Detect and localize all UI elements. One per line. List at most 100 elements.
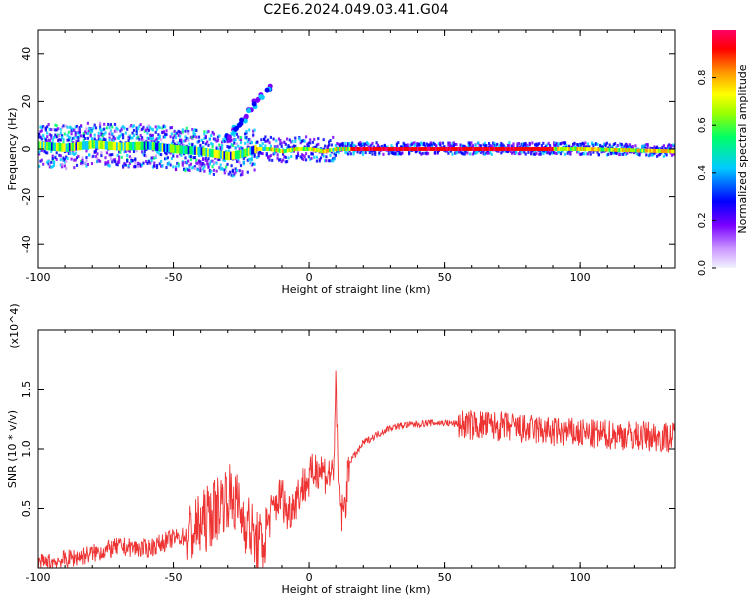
heatmap-cell xyxy=(225,151,228,160)
heatmap-cell xyxy=(191,166,194,170)
heatmap-cell xyxy=(337,147,340,151)
heatmap-cell xyxy=(490,152,493,156)
heatmap-cell xyxy=(99,137,102,141)
heatmap-cell xyxy=(223,136,226,140)
heatmap-cell xyxy=(441,141,445,145)
heatmap-cell xyxy=(374,152,377,156)
heatmap-cell xyxy=(455,151,458,155)
heatmap-cell xyxy=(212,149,215,158)
heatmap-cell xyxy=(619,152,622,156)
heatmap-cell xyxy=(602,147,605,152)
heatmap-cell xyxy=(96,152,99,156)
heatmap-cell xyxy=(661,145,664,149)
heatmap-cell xyxy=(151,165,154,169)
heatmap-cell xyxy=(420,147,423,151)
heatmap-cell xyxy=(422,141,426,145)
heatmap-cell xyxy=(225,165,228,169)
heatmap-cell xyxy=(237,135,240,139)
heatmap-cell xyxy=(673,149,675,154)
heatmap-cell xyxy=(219,167,222,171)
x-tick-label: 50 xyxy=(438,271,452,284)
heatmap-cell xyxy=(161,130,164,134)
heatmap-cell xyxy=(307,155,310,159)
heatmap-cell xyxy=(608,143,611,147)
heatmap-cell xyxy=(128,161,131,165)
heatmap-cell xyxy=(589,152,592,156)
heatmap-cell xyxy=(448,149,451,153)
heatmap-cell xyxy=(267,147,270,151)
heatmap-cell xyxy=(74,125,77,129)
heatmap-cell xyxy=(177,162,180,166)
heatmap-cell xyxy=(341,145,344,149)
heatmap-cell xyxy=(226,145,229,148)
heatmap-cell xyxy=(614,142,617,146)
heatmap-cell xyxy=(118,155,121,159)
heatmap-cell xyxy=(294,139,297,143)
heatmap-cell xyxy=(253,153,256,157)
heatmap-cell xyxy=(88,126,91,130)
heatmap-cell xyxy=(519,152,522,156)
heatmap-cell xyxy=(544,144,548,148)
heatmap-cell xyxy=(546,143,549,147)
heatmap-cell xyxy=(283,155,286,159)
heatmap-cell xyxy=(439,141,442,145)
heatmap-cell xyxy=(197,146,200,156)
heatmap-cell xyxy=(624,142,628,146)
heatmap-cell xyxy=(123,126,126,130)
heatmap-cell xyxy=(358,147,361,151)
heatmap-cell xyxy=(93,150,96,154)
heatmap-cell xyxy=(111,132,114,136)
heatmap-cell xyxy=(514,147,517,151)
heatmap-cell xyxy=(511,151,514,155)
heatmap-cell xyxy=(187,168,190,172)
heatmap-cell xyxy=(398,152,401,155)
heatmap-cell xyxy=(223,151,226,160)
heatmap-cell xyxy=(112,158,115,162)
heatmap-cell xyxy=(65,143,68,152)
heatmap-cell xyxy=(482,147,485,151)
heatmap-cell xyxy=(77,154,80,158)
heatmap-cell xyxy=(469,143,472,147)
heatmap-cell xyxy=(199,169,202,173)
heatmap-cell xyxy=(203,137,206,141)
heatmap-cell xyxy=(286,137,289,141)
heatmap-cell xyxy=(345,151,348,155)
heatmap-cell xyxy=(115,126,118,130)
heatmap-cell xyxy=(268,155,271,159)
heatmap-cell xyxy=(378,145,381,149)
heatmap-cell xyxy=(268,158,271,162)
heatmap-cell xyxy=(41,141,44,150)
heatmap-cell xyxy=(246,140,249,144)
heatmap-cell xyxy=(196,168,199,172)
heatmap-cell xyxy=(500,151,503,155)
heatmap-cell xyxy=(127,149,130,152)
heatmap-cell xyxy=(153,164,156,168)
heatmap-cell xyxy=(607,147,610,152)
heatmap-cell xyxy=(299,147,303,151)
heatmap-cell xyxy=(244,141,247,145)
heatmap-cell xyxy=(202,147,205,156)
heatmap-cell xyxy=(119,142,122,151)
heatmap-cell xyxy=(108,126,111,129)
heatmap-cell xyxy=(66,125,69,129)
heatmap-cell xyxy=(467,144,470,147)
heatmap-cell xyxy=(604,142,607,146)
heatmap-cell xyxy=(569,147,573,151)
heatmap-cell xyxy=(305,152,308,156)
heatmap-cell xyxy=(71,136,75,140)
y-tick-label: 20 xyxy=(20,94,33,108)
heatmap-cell xyxy=(296,153,300,157)
heatmap-cell xyxy=(192,156,195,160)
heatmap-cell xyxy=(256,140,259,144)
heatmap-cell xyxy=(316,148,319,153)
heatmap-cell xyxy=(73,153,76,156)
snr-multiplier-label: (x10^4) xyxy=(8,303,21,348)
heatmap-cell xyxy=(656,147,659,151)
colorbar-tick-label: 0.4 xyxy=(697,165,708,181)
heatmap-cell xyxy=(85,141,88,150)
heatmap-cell xyxy=(82,134,85,138)
heatmap-cell xyxy=(612,150,615,154)
heatmap-cell xyxy=(550,147,553,151)
heatmap-cell xyxy=(141,163,144,167)
